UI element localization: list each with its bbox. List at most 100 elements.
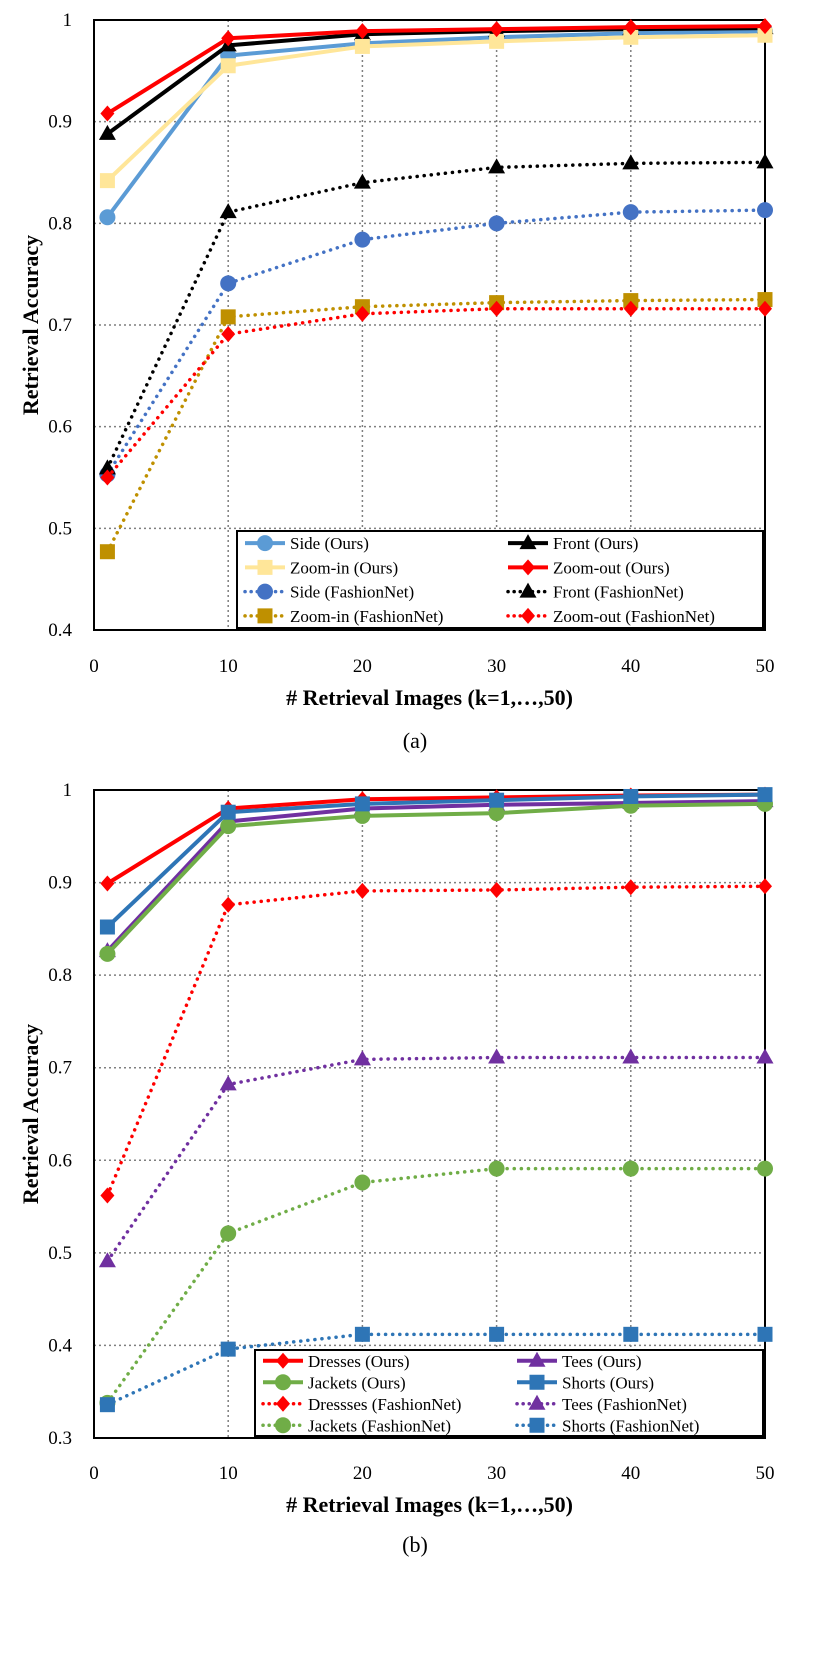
- legend-label: Front (Ours): [553, 534, 638, 553]
- data-point: [758, 18, 772, 35]
- y-tick-label: 0.6: [48, 1150, 72, 1171]
- data-point: [99, 544, 115, 560]
- data-point: [99, 919, 115, 935]
- data-point: [488, 215, 505, 232]
- legend-label: Tees (FashionNet): [562, 1395, 687, 1414]
- data-point: [99, 173, 115, 189]
- legend-label: Jackets (Ours): [308, 1373, 406, 1392]
- legend-marker: [275, 1417, 291, 1434]
- data-point: [98, 124, 116, 140]
- data-point: [488, 158, 506, 174]
- figure-caption: (b): [402, 1532, 428, 1557]
- y-axis-title: Retrieval Accuracy: [18, 235, 43, 415]
- data-point: [100, 1187, 115, 1204]
- plot-area-frame: [93, 789, 766, 1439]
- data-point: [757, 1326, 773, 1342]
- legend-label: Zoom-in (FashionNet): [290, 607, 443, 626]
- legend-label: Jackets (FashionNet): [308, 1416, 451, 1435]
- series-line: [105, 297, 767, 554]
- data-point: [98, 1252, 116, 1268]
- legend-label: Zoom-in (Ours): [290, 558, 398, 577]
- data-point: [757, 1160, 773, 1177]
- legend-box: [254, 1349, 764, 1437]
- legend-marker: [257, 559, 273, 575]
- data-point: [623, 879, 638, 896]
- data-point: [221, 896, 236, 913]
- legend-entry: Side (FashionNet): [243, 583, 414, 602]
- data-point: [99, 209, 116, 226]
- series-line: [105, 1332, 767, 1407]
- legend-entry: Jackets (FashionNet): [261, 1416, 451, 1435]
- x-tick-label: 0: [89, 1463, 99, 1484]
- data-point: [100, 469, 115, 486]
- y-tick-label: 0.7: [48, 1058, 72, 1079]
- data-point: [758, 300, 772, 317]
- y-tick-label: 0.9: [48, 873, 72, 894]
- data-point: [756, 1048, 774, 1064]
- x-tick-label: 50: [756, 656, 775, 677]
- data-point: [355, 305, 370, 322]
- legend-label: Side (Ours): [290, 534, 369, 553]
- series-line: [105, 1166, 767, 1405]
- legend-marker: [257, 583, 273, 600]
- data-point: [354, 1174, 371, 1191]
- data-point: [220, 309, 236, 325]
- y-tick-label: 0.9: [48, 112, 72, 133]
- series-side-fashionnet: [99, 202, 773, 483]
- legend-marker: [521, 607, 535, 624]
- series-zoom-in-fashionnet: [99, 292, 773, 560]
- series-dressses-fashionnet: [100, 878, 772, 1204]
- legend-entry: Shorts (FashionNet): [515, 1416, 699, 1435]
- data-point: [489, 881, 504, 898]
- legend-entry: Tees (FashionNet): [515, 1394, 687, 1414]
- data-point: [489, 792, 505, 808]
- legend-entry: Jackets (Ours): [263, 1373, 406, 1392]
- y-tick-label: 0.7: [48, 315, 72, 336]
- legend-marker: [275, 1374, 291, 1391]
- data-point: [220, 1225, 237, 1242]
- legend-marker: [528, 1351, 546, 1367]
- x-tick-label: 0: [89, 656, 99, 677]
- legend: Dresses (Ours) Tees (Ours) Jackets (Ours) S…: [254, 1349, 764, 1437]
- series-line: [106, 33, 766, 183]
- data-point: [757, 787, 773, 803]
- legend-label: Dresses (Ours): [308, 1352, 410, 1371]
- data-point: [100, 105, 115, 122]
- data-point: [488, 1048, 506, 1064]
- data-point: [488, 1160, 505, 1177]
- series-line: [105, 208, 767, 477]
- legend-entry: Shorts (Ours): [517, 1373, 654, 1392]
- data-point: [489, 300, 504, 317]
- series-shorts-fashionnet: [99, 1326, 773, 1413]
- legend-label: Tees (Ours): [562, 1352, 642, 1371]
- series-line: [105, 306, 767, 480]
- legend-marker: [276, 1395, 290, 1412]
- data-point: [355, 23, 370, 40]
- data-point: [354, 231, 371, 248]
- data-point: [353, 1050, 371, 1066]
- series-jackets-ours: [99, 795, 773, 962]
- data-point: [622, 154, 640, 170]
- data-point: [219, 203, 237, 219]
- legend-label: Shorts (Ours): [562, 1373, 654, 1392]
- legend-entry: Zoom-in (FashionNet): [243, 607, 443, 626]
- legend-marker: [529, 1417, 545, 1433]
- legend-marker: [528, 1394, 546, 1410]
- legend-entry: Zoom-out (Ours): [508, 558, 670, 577]
- legend-label: Zoom-out (Ours): [553, 558, 670, 577]
- legend-entry: Zoom-in (Ours): [245, 558, 398, 577]
- x-tick-label: 40: [621, 656, 640, 677]
- y-tick-label: 1: [63, 780, 73, 801]
- data-point: [757, 202, 773, 219]
- y-tick-label: 0.3: [48, 1428, 72, 1449]
- x-tick-label: 40: [621, 1463, 640, 1484]
- data-point: [354, 38, 370, 54]
- series-zoom-out-ours: [100, 18, 772, 122]
- x-axis-title: # Retrieval Images (k=1,…,50): [286, 1492, 573, 1517]
- data-point: [757, 27, 773, 43]
- data-point: [220, 818, 237, 835]
- legend-entry: Dressses (FashionNet): [261, 1395, 461, 1414]
- legend-label: Shorts (FashionNet): [562, 1416, 699, 1435]
